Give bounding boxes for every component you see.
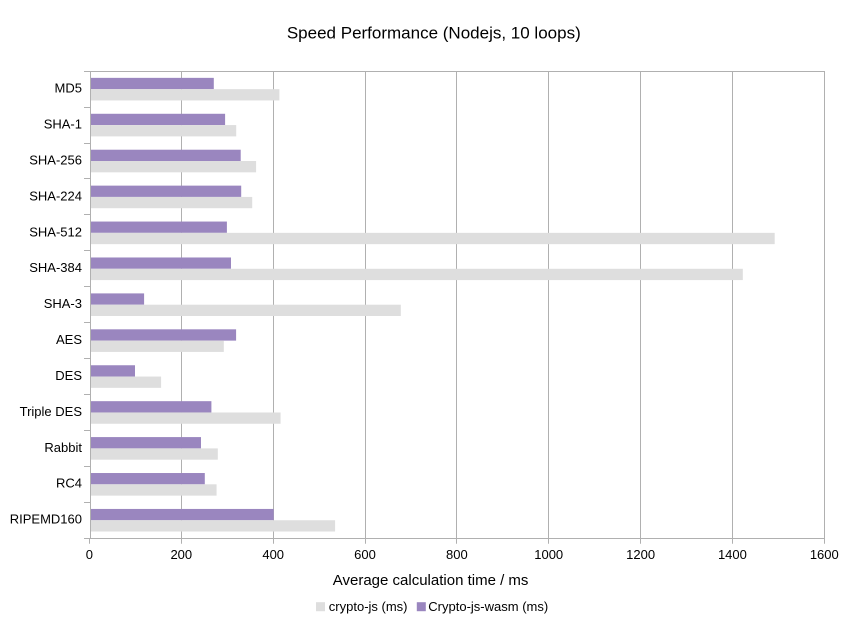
svg-text:1600: 1600 xyxy=(810,547,839,562)
svg-text:AES: AES xyxy=(56,332,82,347)
svg-text:MD5: MD5 xyxy=(55,81,82,96)
svg-text:SHA-512: SHA-512 xyxy=(29,224,82,239)
svg-text:600: 600 xyxy=(354,547,376,562)
svg-text:1000: 1000 xyxy=(534,547,563,562)
svg-text:crypto-js (ms): crypto-js (ms) xyxy=(329,599,408,614)
svg-text:SHA-384: SHA-384 xyxy=(29,260,82,275)
svg-text:1400: 1400 xyxy=(718,547,747,562)
svg-text:1200: 1200 xyxy=(626,547,655,562)
svg-text:RC4: RC4 xyxy=(56,476,82,491)
svg-text:Rabbit: Rabbit xyxy=(44,440,82,455)
svg-text:Triple DES: Triple DES xyxy=(20,404,83,419)
svg-text:SHA-256: SHA-256 xyxy=(29,152,82,167)
svg-text:DES: DES xyxy=(55,368,82,383)
svg-text:SHA-3: SHA-3 xyxy=(44,296,82,311)
svg-text:200: 200 xyxy=(170,547,192,562)
svg-text:Average calculation time / ms: Average calculation time / ms xyxy=(333,572,529,589)
svg-text:400: 400 xyxy=(262,547,284,562)
svg-text:SHA-1: SHA-1 xyxy=(44,117,82,132)
svg-text:800: 800 xyxy=(446,547,468,562)
svg-text:0: 0 xyxy=(86,547,93,562)
svg-text:RIPEMD160: RIPEMD160 xyxy=(10,512,82,527)
svg-text:SHA-224: SHA-224 xyxy=(29,188,82,203)
svg-text:Crypto-js-wasm (ms): Crypto-js-wasm (ms) xyxy=(428,599,548,614)
svg-text:Speed Performance (Nodejs, 10: Speed Performance (Nodejs, 10 loops) xyxy=(287,24,581,43)
